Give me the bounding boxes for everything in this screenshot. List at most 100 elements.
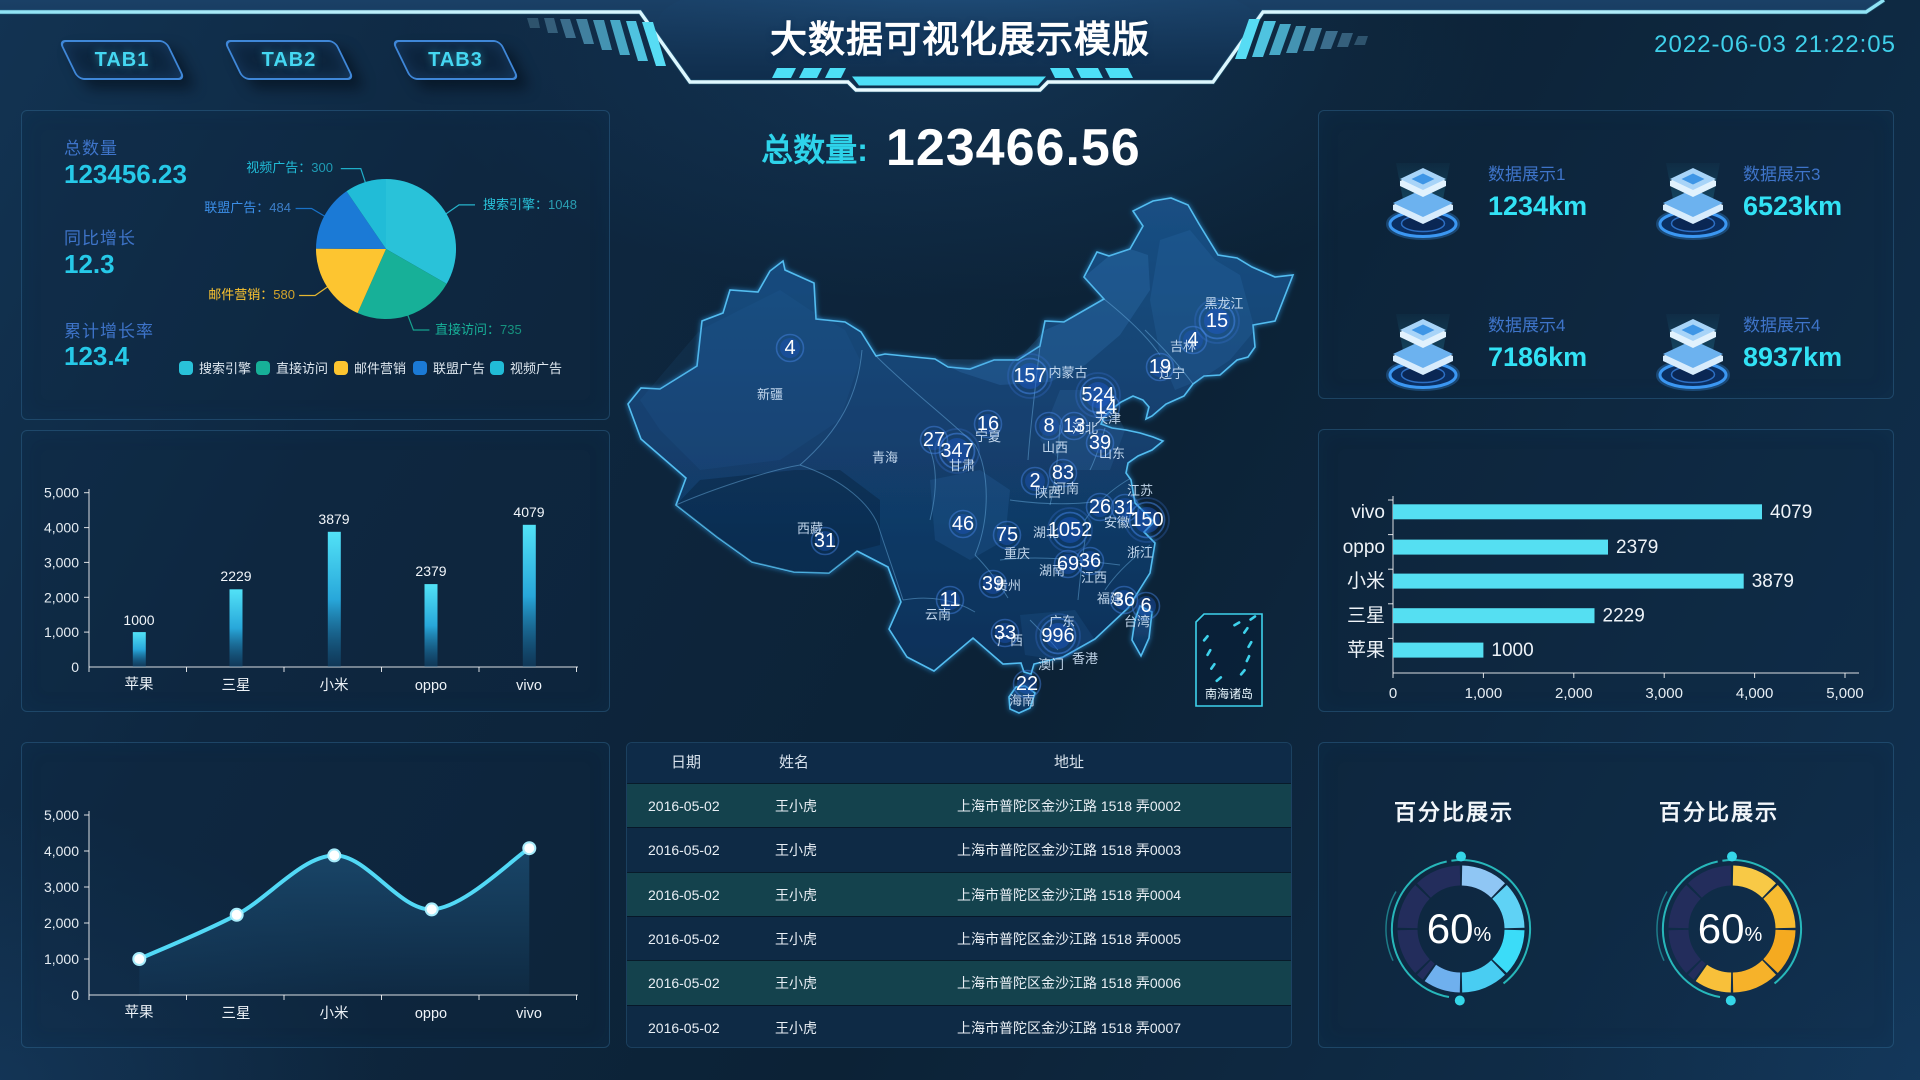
svg-text:小米: 小米: [320, 677, 349, 694]
svg-text:oppo: oppo: [1343, 537, 1385, 558]
svg-text:天津: 天津: [1095, 411, 1121, 426]
svg-text:1052: 1052: [1048, 519, 1093, 541]
svg-text:甘肃: 甘肃: [949, 458, 975, 473]
svg-text:福建: 福建: [1097, 591, 1123, 606]
svg-text:33: 33: [994, 622, 1016, 644]
svg-text:0: 0: [1389, 685, 1397, 702]
svg-text:云南: 云南: [925, 607, 951, 622]
svg-text:小米: 小米: [1347, 570, 1385, 592]
svg-text:邮件营销：580: 邮件营销：580: [208, 287, 295, 302]
svg-text:直接访问：735: 直接访问：735: [435, 322, 522, 337]
svg-text:联盟广告：484: 联盟广告：484: [204, 200, 291, 215]
svg-text:湖北: 湖北: [1033, 525, 1059, 540]
svg-text:46: 46: [952, 513, 974, 535]
svg-text:贵州: 贵州: [995, 578, 1021, 593]
svg-text:4: 4: [1187, 329, 1198, 351]
svg-text:16: 16: [977, 413, 999, 435]
svg-text:15: 15: [1206, 310, 1228, 332]
svg-text:1,000: 1,000: [44, 951, 79, 967]
svg-text:2,000: 2,000: [44, 915, 79, 931]
svg-text:oppo: oppo: [415, 678, 447, 694]
svg-text:河南: 河南: [1053, 481, 1079, 496]
svg-text:vivo: vivo: [516, 678, 542, 694]
svg-text:安徽: 安徽: [1104, 515, 1130, 530]
svg-text:海南: 海南: [1009, 693, 1035, 708]
svg-text:5,000: 5,000: [44, 485, 79, 501]
svg-text:26: 26: [1089, 496, 1111, 518]
svg-text:新疆: 新疆: [757, 387, 783, 402]
svg-text:524: 524: [1081, 384, 1114, 406]
svg-text:36: 36: [1079, 550, 1101, 572]
svg-text:湖南: 湖南: [1039, 563, 1065, 578]
svg-text:vivo: vivo: [1351, 502, 1385, 523]
svg-text:2229: 2229: [1603, 606, 1645, 627]
svg-text:oppo: oppo: [415, 1006, 447, 1022]
svg-text:江西: 江西: [1081, 570, 1107, 585]
svg-text:2,000: 2,000: [44, 589, 79, 605]
svg-text:14: 14: [1095, 396, 1117, 418]
svg-text:36: 36: [1113, 589, 1135, 611]
svg-text:5,000: 5,000: [1826, 685, 1864, 702]
svg-text:陕西: 陕西: [1035, 485, 1061, 500]
svg-text:4: 4: [784, 337, 795, 359]
svg-text:31: 31: [814, 530, 836, 552]
svg-text:1,000: 1,000: [1465, 685, 1503, 702]
svg-text:辽宁: 辽宁: [1159, 366, 1185, 381]
svg-text:苹果: 苹果: [125, 1004, 154, 1021]
svg-text:157: 157: [1013, 365, 1046, 387]
svg-text:31: 31: [1114, 497, 1136, 519]
svg-text:2379: 2379: [1616, 537, 1658, 558]
svg-text:11: 11: [940, 589, 961, 611]
svg-text:0: 0: [71, 659, 79, 675]
svg-text:13: 13: [1063, 415, 1085, 437]
svg-text:150: 150: [1130, 509, 1163, 531]
svg-text:996: 996: [1041, 625, 1074, 647]
svg-text:27: 27: [923, 429, 945, 451]
svg-text:澳门: 澳门: [1038, 657, 1064, 672]
svg-text:青海: 青海: [872, 450, 898, 465]
svg-text:69: 69: [1057, 553, 1079, 575]
svg-text:4,000: 4,000: [1736, 685, 1774, 702]
svg-text:台湾: 台湾: [1124, 614, 1150, 629]
svg-text:2379: 2379: [415, 563, 446, 579]
svg-text:南海诸岛: 南海诸岛: [1205, 686, 1253, 701]
svg-text:搜索引擎：1048: 搜索引擎：1048: [483, 197, 577, 212]
svg-text:60%: 60%: [1698, 905, 1763, 952]
svg-text:三星: 三星: [1347, 606, 1385, 627]
svg-text:香港: 香港: [1072, 651, 1098, 666]
svg-text:39: 39: [982, 573, 1004, 595]
svg-text:河北: 河北: [1072, 421, 1098, 436]
svg-text:3,000: 3,000: [44, 554, 79, 570]
svg-text:广东: 广东: [1049, 614, 1075, 629]
svg-text:苹果: 苹果: [1347, 639, 1385, 661]
svg-text:三星: 三星: [222, 678, 251, 694]
svg-text:广西: 广西: [997, 633, 1023, 648]
svg-text:山东: 山东: [1099, 446, 1125, 461]
svg-text:39: 39: [1089, 432, 1111, 454]
svg-text:搜索引擎: 搜索引擎: [199, 361, 251, 376]
svg-text:1,000: 1,000: [44, 624, 79, 640]
svg-text:5,000: 5,000: [44, 807, 79, 823]
svg-text:联盟广告: 联盟广告: [433, 361, 485, 376]
svg-text:小米: 小米: [320, 1005, 349, 1022]
svg-text:75: 75: [996, 524, 1018, 546]
svg-text:3,000: 3,000: [44, 879, 79, 895]
svg-text:视频广告: 视频广告: [510, 361, 562, 376]
svg-text:吉林: 吉林: [1170, 339, 1196, 354]
svg-text:3879: 3879: [318, 511, 349, 527]
svg-text:4,000: 4,000: [44, 520, 79, 536]
svg-text:4,000: 4,000: [44, 843, 79, 859]
svg-text:3,000: 3,000: [1645, 685, 1683, 702]
svg-text:83: 83: [1052, 462, 1074, 484]
svg-text:8: 8: [1043, 415, 1054, 437]
svg-text:2: 2: [1029, 470, 1040, 492]
svg-text:邮件营销: 邮件营销: [354, 361, 406, 376]
svg-text:1000: 1000: [1491, 640, 1533, 661]
svg-text:19: 19: [1149, 356, 1171, 378]
svg-text:直接访问: 直接访问: [276, 361, 328, 376]
svg-text:347: 347: [940, 440, 973, 462]
svg-text:内蒙古: 内蒙古: [1048, 365, 1087, 380]
svg-text:苹果: 苹果: [125, 676, 154, 693]
svg-text:vivo: vivo: [516, 1006, 542, 1022]
svg-text:江苏: 江苏: [1127, 483, 1153, 498]
